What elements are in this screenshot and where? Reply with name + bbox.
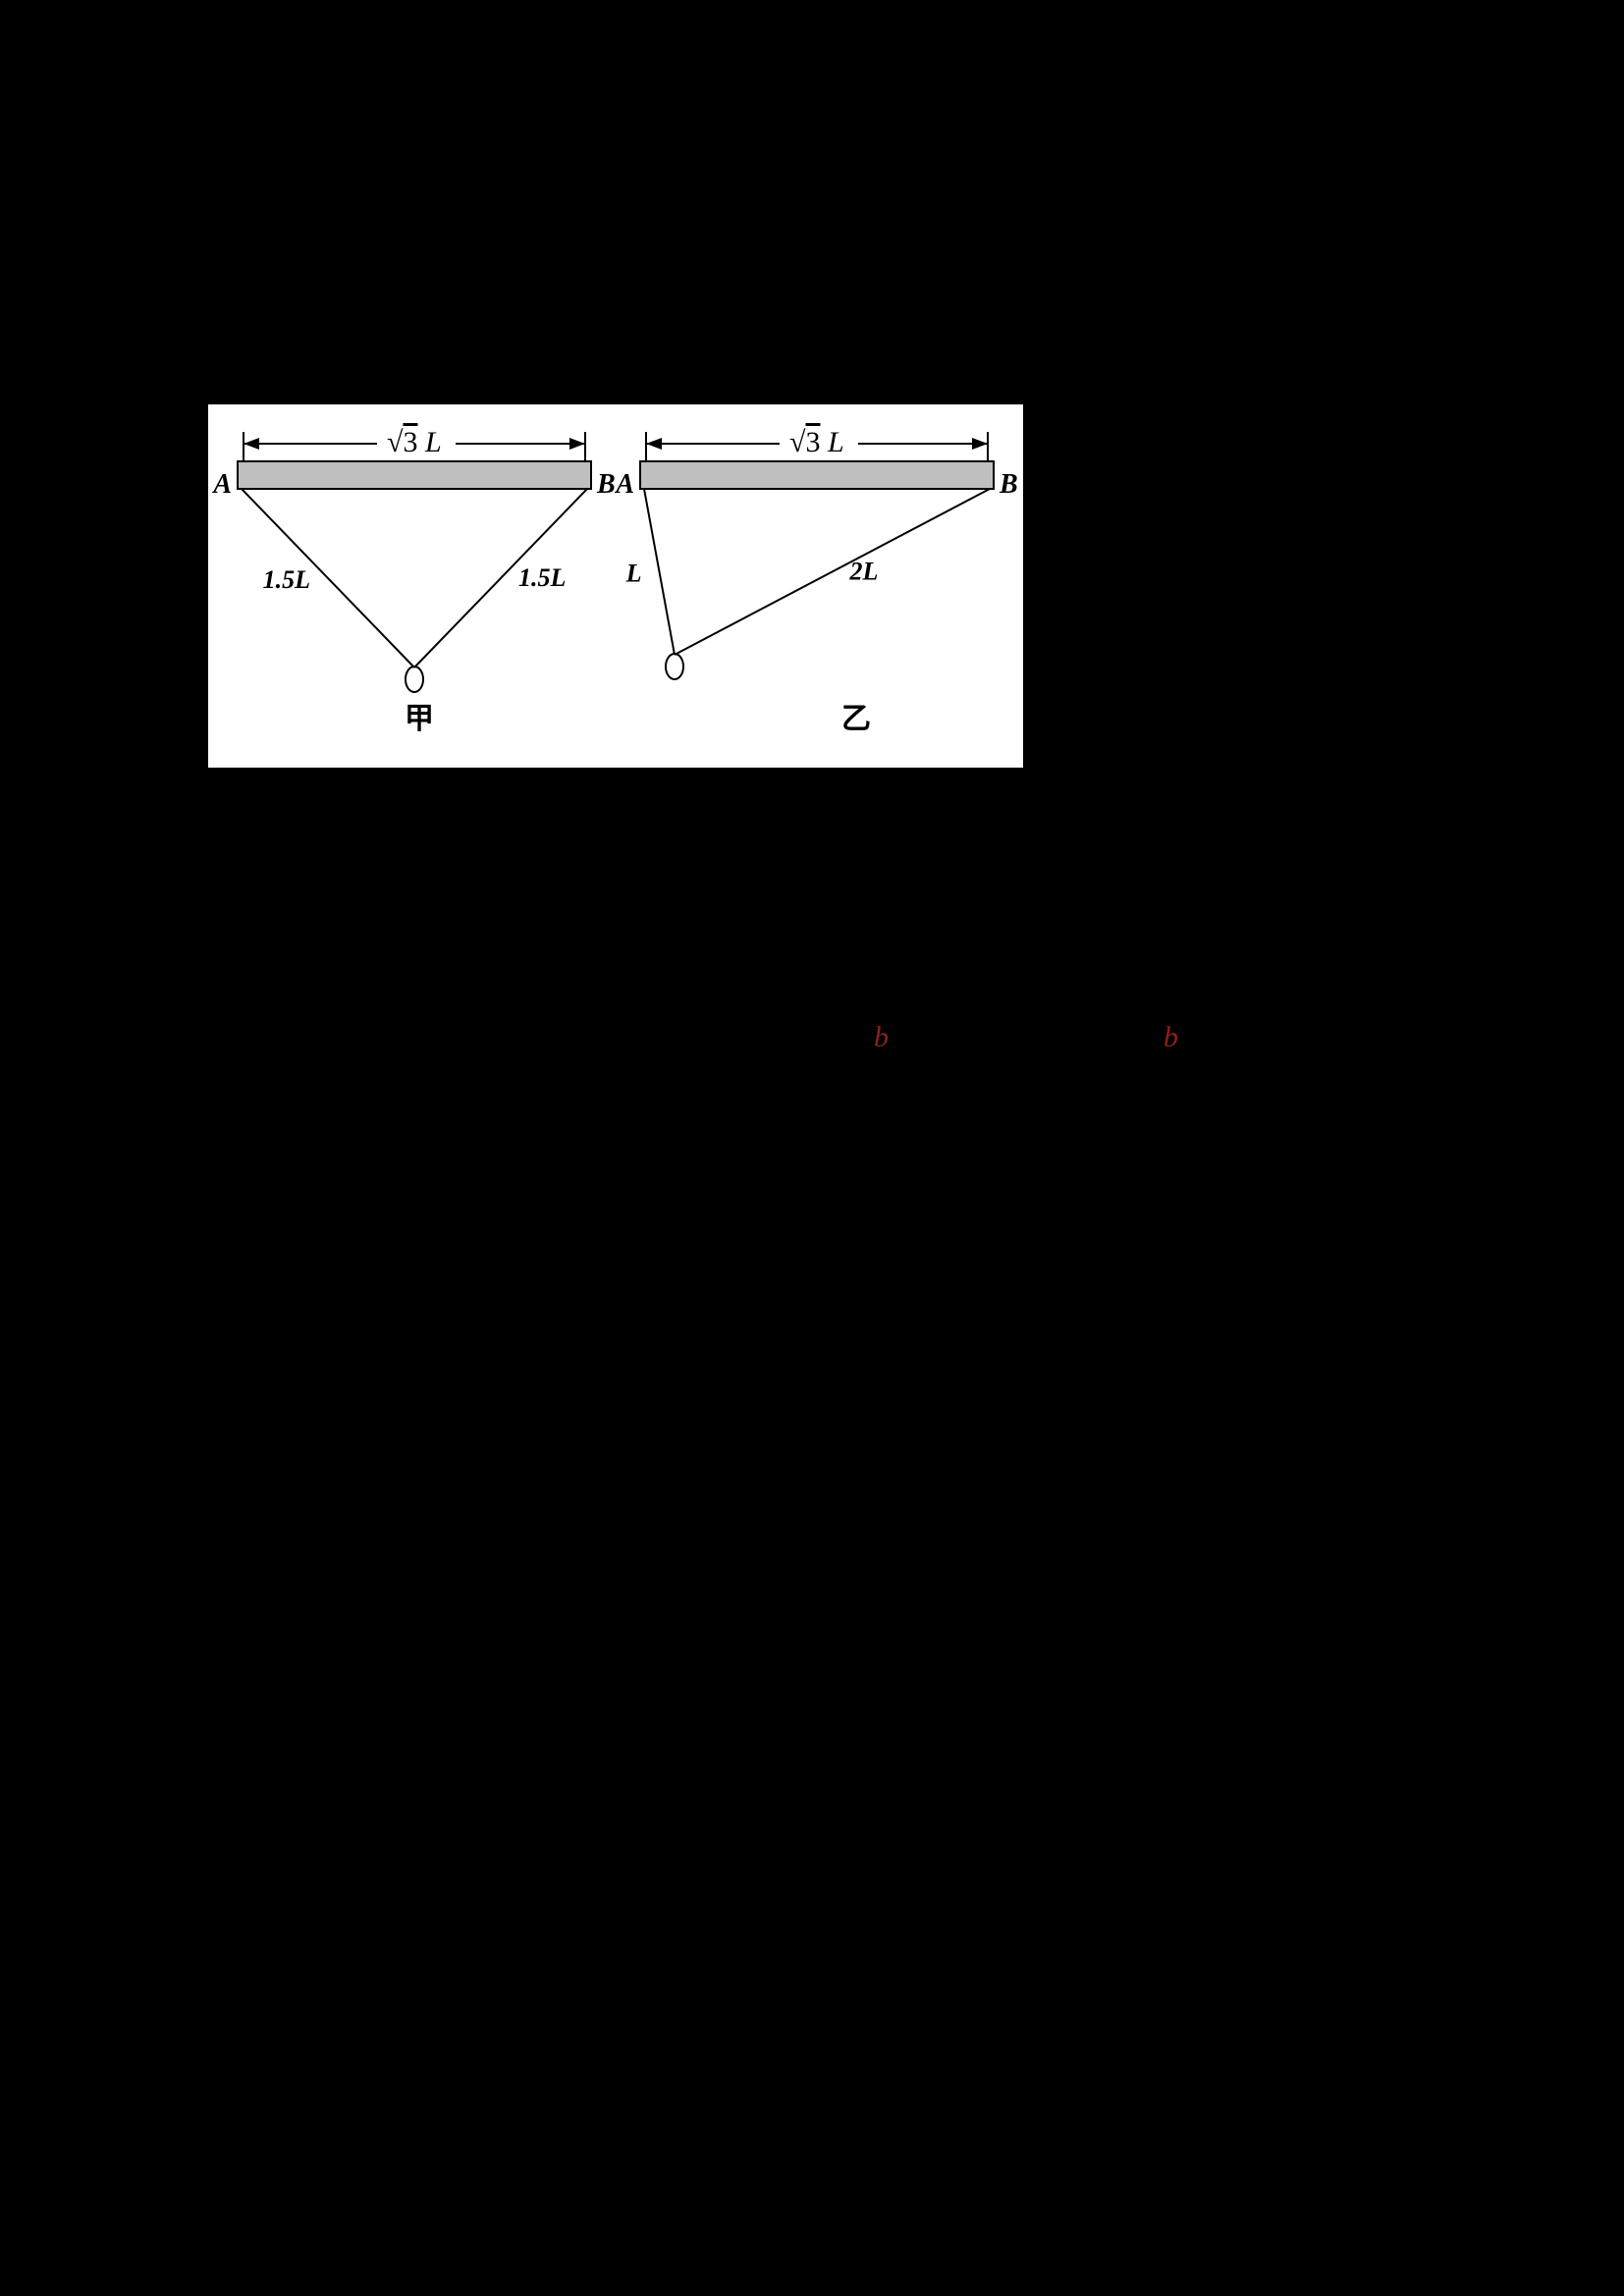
- svg-text:甲: 甲: [405, 703, 434, 735]
- svg-text:2L: 2L: [849, 558, 879, 586]
- figure-container: √3 LAB1.5L1.5L甲√3 LABL2L乙: [206, 402, 1025, 770]
- svg-text:√3 L: √3 L: [789, 426, 844, 458]
- svg-text:乙: 乙: [841, 703, 871, 735]
- annotation-subscript-1: b: [874, 1021, 889, 1054]
- svg-text:B: B: [999, 469, 1018, 500]
- svg-text:1.5L: 1.5L: [263, 565, 310, 594]
- svg-text:L: L: [625, 560, 642, 588]
- svg-text:B: B: [596, 469, 616, 500]
- svg-text:√3 L: √3 L: [387, 426, 442, 458]
- annotation-subscript-2: b: [1164, 1021, 1178, 1054]
- svg-text:A: A: [211, 469, 232, 500]
- diagram-svg: √3 LAB1.5L1.5L甲√3 LABL2L乙: [208, 404, 1023, 768]
- svg-text:1.5L: 1.5L: [518, 563, 566, 592]
- svg-text:A: A: [614, 469, 634, 500]
